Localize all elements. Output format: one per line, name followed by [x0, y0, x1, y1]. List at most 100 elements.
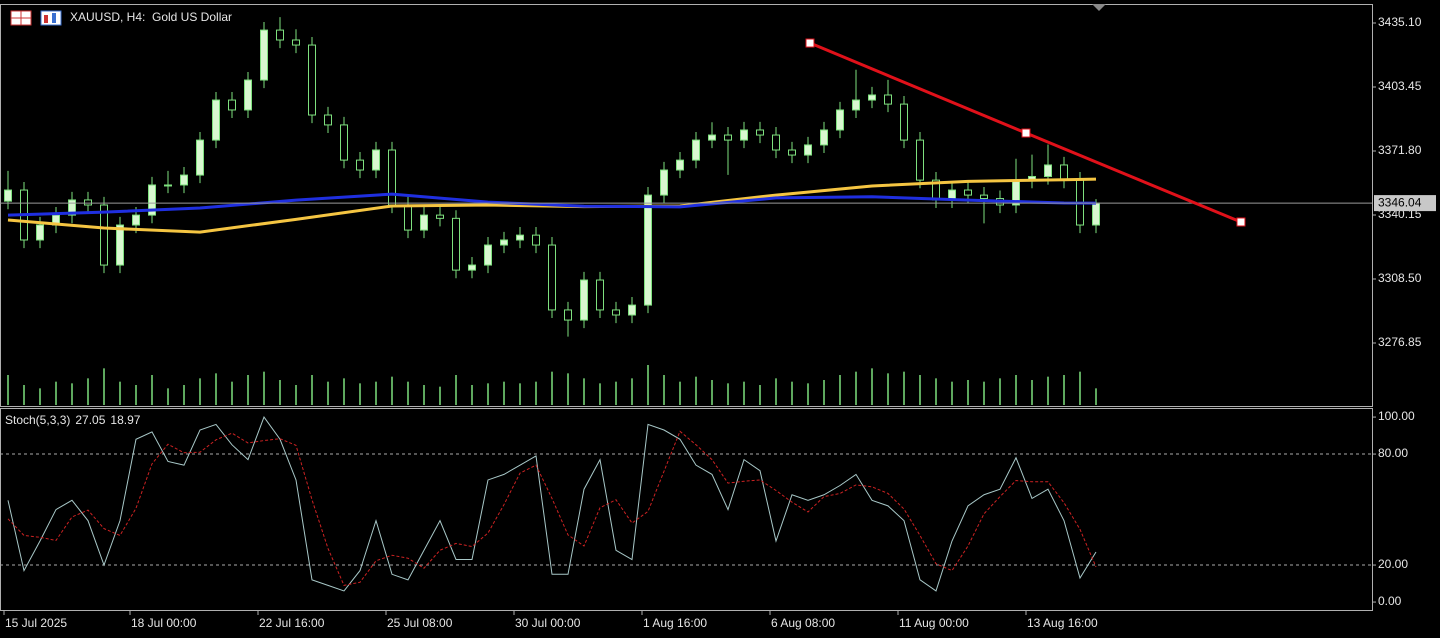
candle-body: [916, 139, 924, 181]
y-tick-label: 0.00: [1378, 594, 1402, 608]
candle-body: [964, 189, 972, 196]
candle-body: [852, 99, 860, 111]
candle-body: [404, 204, 412, 231]
candle-body: [356, 159, 364, 171]
stoch-line: [7, 416, 1097, 592]
shift-marker: [1092, 4, 1106, 11]
stoch-signal-value: 18.97: [110, 413, 140, 427]
main-pane: [0, 4, 1373, 407]
candle-body: [132, 214, 140, 226]
candle-body: [516, 234, 524, 241]
candle-body: [628, 304, 636, 316]
candle-body: [452, 217, 460, 271]
menu-icon: [10, 10, 32, 26]
trendline-anchor: [1021, 128, 1031, 138]
candle-body: [1044, 164, 1052, 177]
x-tick-label: 22 Jul 16:00: [259, 616, 325, 630]
candle-body: [468, 264, 476, 271]
candle-body: [500, 239, 508, 246]
trendline-anchor: [805, 38, 815, 48]
candle-body: [100, 204, 108, 266]
symbol: XAUUSD, H4:: [70, 10, 145, 24]
y-tick-label: 3403.45: [1378, 79, 1422, 93]
candle-body: [644, 194, 652, 306]
x-tick-label: 11 Aug 00:00: [899, 616, 969, 630]
x-tick-label: 15 Jul 2025: [5, 616, 67, 630]
candle-body: [820, 129, 828, 146]
candle-body: [180, 174, 188, 186]
y-tick-label: 80.00: [1378, 446, 1408, 460]
candle-body: [164, 184, 172, 187]
candle-body: [692, 139, 700, 161]
candle-body: [340, 124, 348, 161]
candle-body: [68, 199, 76, 216]
x-tick-label: 18 Jul 00:00: [131, 616, 197, 630]
stoch-line: [7, 430, 1097, 586]
candle-body: [116, 224, 124, 266]
candle-body: [580, 279, 588, 321]
candle-body: [740, 129, 748, 141]
candle-body: [36, 224, 44, 241]
candle-body: [1092, 202, 1100, 226]
x-tick-label: 13 Aug 16:00: [1027, 616, 1098, 630]
candle-body: [4, 189, 12, 202]
y-tick-label: 100.00: [1378, 409, 1415, 423]
y-tick-label: 3308.50: [1378, 271, 1422, 285]
stoch-title: Stoch(5,3,3): [5, 413, 70, 427]
y-tick-label: 3435.10: [1378, 15, 1422, 29]
candle-body: [868, 94, 876, 101]
candle-body: [372, 149, 380, 171]
chart-icon: [40, 10, 62, 26]
candle-body: [756, 129, 764, 136]
icon-bar: [44, 15, 48, 23]
price-label: 3346.04: [1378, 195, 1422, 209]
stoch-main-value: 27.05: [75, 413, 105, 427]
symbol-description: Gold US Dollar: [152, 10, 232, 24]
candle-body: [660, 169, 668, 196]
candle-body: [884, 94, 892, 105]
x-tick-label: 1 Aug 16:00: [643, 616, 707, 630]
candle-body: [836, 109, 844, 131]
candle-body: [804, 144, 812, 156]
candle-body: [148, 184, 156, 216]
candle-body: [308, 44, 316, 116]
candle-body: [388, 149, 396, 206]
x-tick-label: 25 Jul 08:00: [387, 616, 453, 630]
candle-body: [980, 194, 988, 200]
y-tick-label: 3276.85: [1378, 335, 1422, 349]
stoch-header: Stoch(5,3,3) 27.05 18.97: [5, 413, 141, 427]
y-tick-label: 3371.80: [1378, 143, 1422, 157]
candle-body: [548, 244, 556, 311]
y-tick-label: 20.00: [1378, 557, 1408, 571]
candle-body: [788, 149, 796, 156]
candle-body: [724, 134, 732, 141]
candle-body: [228, 99, 236, 111]
candle-body: [1060, 164, 1068, 181]
x-tick-label: 6 Aug 08:00: [771, 616, 835, 630]
candle-body: [244, 79, 252, 111]
candle-body: [292, 39, 300, 46]
candle-body: [532, 234, 540, 246]
candle-body: [260, 29, 268, 81]
candle-body: [484, 244, 492, 266]
trendline-anchor: [1236, 217, 1246, 227]
price-label-box: [1374, 195, 1436, 212]
candle-body: [84, 199, 92, 206]
candle-body: [212, 99, 220, 141]
candle-body: [276, 29, 284, 41]
candle-body: [196, 139, 204, 176]
candle-body: [436, 214, 444, 219]
candle-body: [420, 214, 428, 231]
candle-body: [596, 279, 604, 311]
stoch-pane: [0, 408, 1373, 611]
candle-body: [772, 134, 780, 151]
x-tick-label: 30 Jul 00:00: [515, 616, 581, 630]
candle-body: [676, 159, 684, 171]
moving-average: [7, 192, 1097, 217]
icon-bar: [52, 13, 56, 23]
candle-body: [900, 103, 908, 141]
candle-body: [324, 114, 332, 126]
